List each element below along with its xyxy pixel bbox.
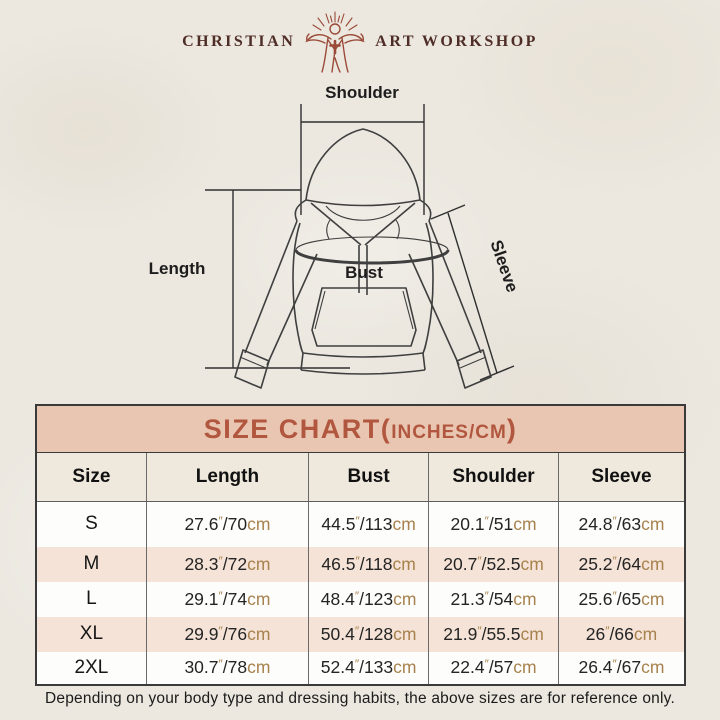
reference-note: Depending on your body type and dressing… <box>45 690 675 707</box>
col-header-size: Size <box>36 452 147 502</box>
chart-title: SIZE CHART(INCHES/CM) <box>36 405 685 453</box>
shoulder-label: Shoulder <box>325 83 399 102</box>
length-value: 29.1″/74cm <box>145 581 309 617</box>
brand-name-left: CHRISTIAN <box>182 33 296 50</box>
size-value: L <box>86 588 97 609</box>
measure-lines <box>205 104 515 381</box>
chart-title-row: SIZE CHART(INCHES/CM) <box>36 405 685 453</box>
bust-value: 44.5″/113cm <box>308 501 429 547</box>
length-value: 28.3″/72cm <box>145 546 309 582</box>
shoulder-value: 20.7″/52.5cm <box>428 546 559 582</box>
col-header-shoulder: Shoulder <box>428 452 559 502</box>
col-header-bust: Bust <box>308 452 429 502</box>
sleeve-value: 26″/66cm <box>557 616 685 652</box>
jesus-logo-icon <box>305 11 366 73</box>
brand-name-right: ART WORKSHOP <box>375 33 538 50</box>
col-header-sleeve: Sleeve <box>557 452 685 502</box>
table-row-s: S 27.6″/70cm 44.5″/113cm 20.1″/51cm 24.8… <box>36 501 685 547</box>
bust-value: 52.4″/133cm <box>308 651 429 685</box>
chart-title-units: INCHES/CM <box>391 421 507 443</box>
shoulder-value: 20.1″/51cm <box>428 501 559 547</box>
col-header-length: Length <box>145 452 309 502</box>
sleeve-value: 25.2″/64cm <box>557 546 685 582</box>
length-value: 29.9″/76cm <box>145 616 309 652</box>
length-label: Length <box>149 259 206 278</box>
column-header-row: Size Length Bust Shoulder Sleeve <box>36 452 685 502</box>
chart-title-close: ) <box>506 413 518 444</box>
size-chart-table: SIZE CHART(INCHES/CM) Size Length Bust S… <box>35 404 686 686</box>
size-value: 2XL <box>74 656 109 678</box>
sleeve-value: 25.6″/65cm <box>557 581 685 617</box>
length-value: 27.6″/70cm <box>145 501 309 547</box>
shoulder-value: 22.4″/57cm <box>428 651 559 685</box>
length-value: 30.7″/78cm <box>145 651 309 685</box>
shoulder-value: 21.3″/54cm <box>428 581 559 617</box>
hoodie-drawing <box>234 128 492 389</box>
size-value: XL <box>79 623 104 644</box>
brand-header: CHRISTIAN <box>0 6 720 78</box>
sleeve-label: Sleeve <box>486 238 522 295</box>
sleeve-value: 24.8″/63cm <box>557 501 685 547</box>
table-row-l: L 29.1″/74cm 48.4″/123cm 21.3″/54cm 25.6… <box>36 581 685 617</box>
table-row-2xl: 2XL 30.7″/78cm 52.4″/133cm 22.4″/57cm 26… <box>36 651 685 685</box>
table-row-xl: XL 29.9″/76cm 50.4″/128cm 21.9″/55.5cm 2… <box>36 616 685 652</box>
bust-value: 46.5″/118cm <box>308 546 429 582</box>
bust-label: Bust <box>345 263 383 282</box>
bust-value: 50.4″/128cm <box>308 616 429 652</box>
shoulder-value: 21.9″/55.5cm <box>428 616 559 652</box>
bust-value: 48.4″/123cm <box>308 581 429 617</box>
hoodie-measurement-diagram: Shoulder Length Bust Sleeve <box>149 83 522 389</box>
size-value: S <box>85 513 98 535</box>
sleeve-value: 26.4″/67cm <box>557 651 685 685</box>
table-row-m: M 28.3″/72cm 46.5″/118cm 20.7″/52.5cm 25… <box>36 546 685 582</box>
size-value: M <box>83 553 100 574</box>
chart-title-main: SIZE CHART( <box>203 413 392 444</box>
